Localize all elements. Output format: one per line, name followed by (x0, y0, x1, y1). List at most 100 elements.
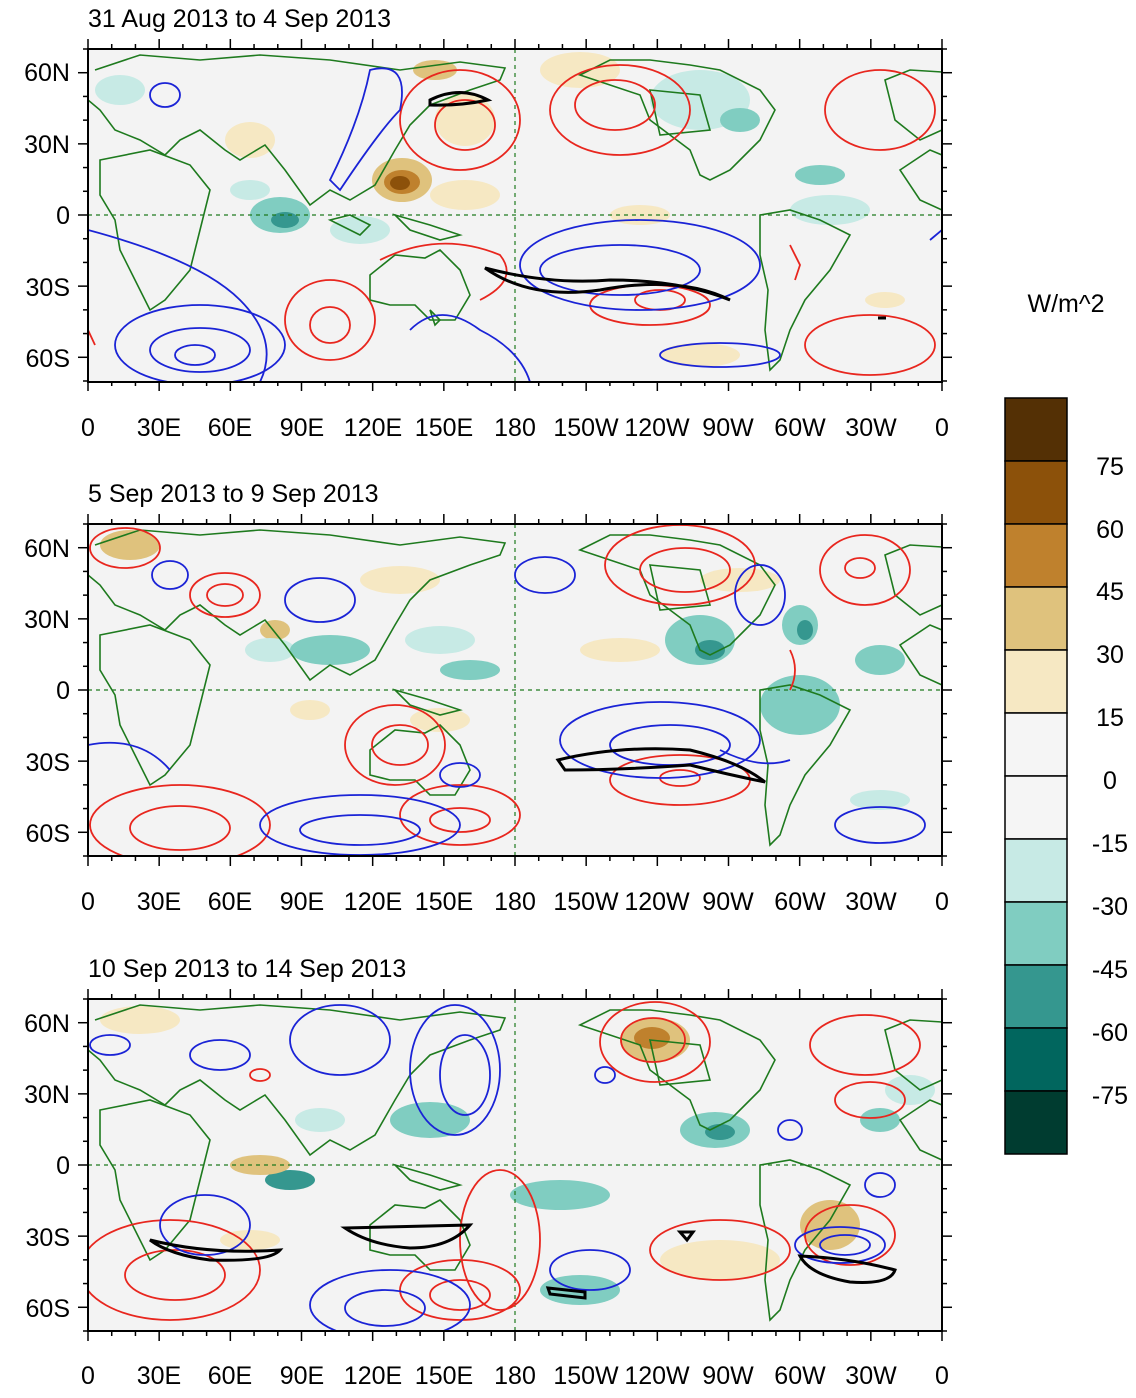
map-panel-2: 5 Sep 2013 to 9 Sep 2013 (24, 480, 952, 916)
colorbar-box (1004, 586, 1068, 651)
colorbar-box (1004, 1027, 1068, 1092)
lon-label: 30E (137, 1362, 181, 1390)
colorbar-label: -75 (1092, 1082, 1128, 1110)
lat-label: 30S (26, 274, 70, 302)
colorbar-boxes (1004, 397, 1068, 1155)
lat-label: 0 (56, 202, 70, 230)
lon-label: 0 (935, 888, 949, 916)
lon-label: 60W (774, 888, 826, 916)
lat-label: 30N (24, 1081, 70, 1109)
panel-2-lon-labels: 0 30E 60E 90E 120E 150E 180 150W 120W 90… (81, 888, 949, 916)
lon-label: 90E (280, 1362, 324, 1390)
lat-label: 30N (24, 606, 70, 634)
panel-2-field (88, 524, 942, 856)
panel-1-title: 31 Aug 2013 to 4 Sep 2013 (88, 5, 391, 33)
lat-label: 60N (24, 535, 70, 563)
panel-1-significance-contours (428, 91, 886, 320)
map-panel-1: 31 Aug 2013 to 4 Sep 2013 (24, 5, 952, 442)
colorbar-label: -15 (1092, 830, 1128, 858)
lon-label: 0 (81, 888, 95, 916)
lon-label: 150W (553, 414, 619, 442)
panel-2-significance-contours (555, 747, 766, 784)
lon-label: 0 (81, 414, 95, 442)
lon-label: 120E (344, 888, 402, 916)
colorbar-label: 60 (1096, 516, 1124, 544)
colorbar-box (1004, 1090, 1068, 1155)
panel-1-positive-contours (88, 64, 936, 376)
lon-label: 0 (81, 1362, 95, 1390)
lat-label: 30S (26, 1224, 70, 1252)
lat-label: 60N (24, 1010, 70, 1038)
colorbar-box (1004, 523, 1068, 588)
colorbar-label: -45 (1092, 956, 1128, 984)
panel-1-ticks (78, 39, 952, 391)
panel-3-ticks (78, 989, 952, 1341)
panel-3-title: 10 Sep 2013 to 14 Sep 2013 (88, 955, 406, 983)
colorbar-label: 30 (1096, 641, 1124, 669)
panel-2-shading (100, 530, 910, 810)
colorbar-box (1004, 397, 1068, 462)
lon-label: 120W (624, 888, 690, 916)
colorbar-label: 75 (1096, 453, 1124, 481)
lon-label: 150E (415, 1362, 473, 1390)
lon-label: 30E (137, 414, 181, 442)
lon-label: 30W (845, 1362, 897, 1390)
lon-label: 90W (702, 1362, 754, 1390)
lon-label: 0 (935, 414, 949, 442)
lon-label: 150W (553, 1362, 619, 1390)
colorbar-label: 15 (1096, 704, 1124, 732)
lon-label: 180 (494, 1362, 536, 1390)
panel-1-coastlines (88, 54, 942, 372)
panel-1-field (88, 49, 942, 382)
lon-label: 30W (845, 888, 897, 916)
lon-label: 150E (415, 414, 473, 442)
colorbar-label: -60 (1092, 1019, 1128, 1047)
panel-2-positive-contours (89, 524, 911, 856)
panel-3-lat-labels: 60N 30N 0 30S 60S (24, 1010, 70, 1323)
lon-label: 60W (774, 1362, 826, 1390)
lon-label: 30W (845, 414, 897, 442)
panel-3-lon-labels: 0 30E 60E 90E 120E 150E 180 150W 120W 90… (81, 1362, 949, 1390)
colorbar-box (1004, 838, 1068, 903)
map-panel-3: 10 Sep 2013 to 14 Sep 2013 (24, 955, 952, 1390)
colorbar-box (1004, 649, 1068, 714)
panel-3-significance-contours (149, 1223, 897, 1300)
panel-1-shading (95, 52, 905, 367)
colorbar-label: 45 (1096, 578, 1124, 606)
colorbar-box (1004, 712, 1068, 777)
lon-label: 0 (935, 1362, 949, 1390)
lon-label: 150W (553, 888, 619, 916)
colorbar-labels: 75 60 45 30 15 0 -15 -30 -45 -60 -75 (1092, 453, 1128, 1110)
panel-2-title: 5 Sep 2013 to 9 Sep 2013 (88, 480, 379, 508)
lon-label: 60E (208, 888, 252, 916)
lon-label: 60W (774, 414, 826, 442)
panel-3-positive-contours (88, 1001, 921, 1321)
panel-2-ticks (78, 514, 952, 866)
lat-label: 60N (24, 59, 70, 87)
lat-label: 30N (24, 131, 70, 159)
lat-label: 60S (26, 820, 70, 848)
lon-label: 120E (344, 414, 402, 442)
colorbar-units: W/m^2 (1027, 290, 1104, 318)
panel-2-lat-labels: 60N 30N 0 30S 60S (24, 535, 70, 848)
lat-label: 30S (26, 749, 70, 777)
panel-3-field (88, 999, 942, 1331)
panel-1-lon-labels: 0 30E 60E 90E 120E 150E 180 150W 120W 90… (81, 414, 949, 442)
lon-label: 180 (494, 888, 536, 916)
lon-label: 120W (624, 414, 690, 442)
colorbar-label: 0 (1103, 767, 1117, 795)
lon-label: 60E (208, 1362, 252, 1390)
lat-label: 0 (56, 1152, 70, 1180)
lat-label: 60S (26, 345, 70, 373)
lon-label: 120E (344, 1362, 402, 1390)
lon-label: 90W (702, 414, 754, 442)
lat-label: 0 (56, 677, 70, 705)
colorbar-box (1004, 460, 1068, 525)
lon-label: 120W (624, 1362, 690, 1390)
lon-label: 90E (280, 414, 324, 442)
colorbar-box (1004, 775, 1068, 840)
lon-label: 90E (280, 888, 324, 916)
lat-label: 60S (26, 1295, 70, 1323)
lon-label: 180 (494, 414, 536, 442)
